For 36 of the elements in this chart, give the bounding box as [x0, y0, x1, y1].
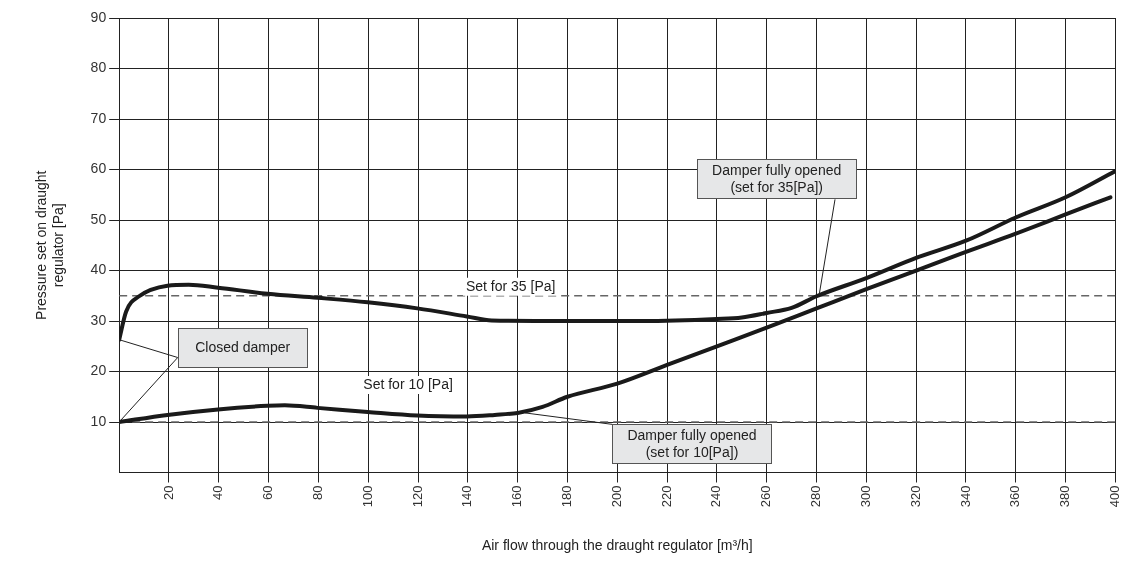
- x-tick-label: 300: [857, 485, 873, 508]
- y-tick-label: 50: [90, 210, 107, 227]
- x-tick-label: 20: [160, 485, 176, 500]
- x-tick-label: 360: [1007, 485, 1023, 508]
- x-tick-label: 160: [509, 485, 525, 508]
- x-tick-label: 200: [608, 485, 624, 508]
- y-tick-label: 20: [90, 362, 107, 379]
- x-tick-label: 240: [708, 485, 724, 508]
- y-tick-label: 30: [90, 311, 107, 328]
- y-axis-title: Pressure set on draught regulator [Pa]: [33, 170, 67, 320]
- x-tick-label: 140: [459, 485, 475, 508]
- x-tick-label: 80: [310, 485, 325, 500]
- ref-line-label: Set for 10 [Pa]: [363, 375, 453, 392]
- y-tick-label: 70: [90, 109, 107, 126]
- annotation: Closed damper: [195, 339, 291, 357]
- x-tick-label: 260: [758, 485, 774, 508]
- x-tick-label: 320: [907, 485, 923, 508]
- x-tick-label: 340: [957, 485, 973, 508]
- annotation: Damper fully opened (set for 35[Pa]): [712, 162, 842, 197]
- annotation: Damper fully opened (set for 10[Pa]): [627, 427, 757, 462]
- y-tick-label: 60: [90, 160, 107, 177]
- ref-line-label: Set for 35 [Pa]: [465, 277, 556, 294]
- x-tick-label: 180: [559, 485, 575, 508]
- x-tick-label: 60: [260, 485, 276, 500]
- y-tick-label: 10: [90, 412, 107, 429]
- x-tick-label: 120: [409, 485, 425, 508]
- x-axis-title: Air flow through the draught regulator [m³/h]: [481, 537, 753, 554]
- x-tick-label: 380: [1057, 485, 1073, 508]
- x-tick-label: 400: [1106, 485, 1122, 508]
- y-tick-label: 80: [90, 59, 107, 76]
- x-tick-label: 40: [210, 485, 226, 500]
- y-tick-label: 40: [90, 261, 107, 278]
- y-tick-label: 90: [90, 8, 107, 25]
- x-tick-label: 100: [359, 485, 375, 508]
- x-tick-label: 280: [808, 485, 824, 508]
- x-tick-label: 220: [658, 485, 674, 508]
